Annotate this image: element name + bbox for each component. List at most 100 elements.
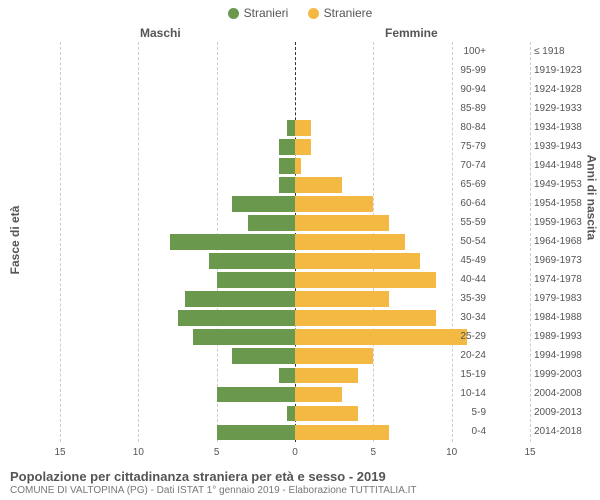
y-axis-label-right: Anni di nascita xyxy=(584,155,598,240)
x-tick: 10 xyxy=(133,447,144,458)
y-tick-age: 50-54 xyxy=(460,237,486,247)
y-tick-birth: 1929-1933 xyxy=(534,104,582,114)
x-tick: 0 xyxy=(292,447,298,458)
y-tick-age: 15-19 xyxy=(460,370,486,380)
bar-male xyxy=(193,329,295,345)
x-tick: 5 xyxy=(371,447,377,458)
footer: Popolazione per cittadinanza straniera p… xyxy=(10,469,590,496)
bar-male xyxy=(217,425,295,441)
y-tick-age: 35-39 xyxy=(460,294,486,304)
col-title-left: Maschi xyxy=(140,26,181,40)
y-tick-birth: 1959-1963 xyxy=(534,218,582,228)
y-tick-birth: 1939-1943 xyxy=(534,142,582,152)
y-tick-birth: 1934-1938 xyxy=(534,123,582,133)
y-tick-birth: 1949-1953 xyxy=(534,180,582,190)
y-tick-birth: 1954-1958 xyxy=(534,199,582,209)
y-tick-birth: 2004-2008 xyxy=(534,389,582,399)
y-axis-label-left: Fasce di età xyxy=(8,206,22,275)
bar-female xyxy=(295,348,373,364)
y-tick-age: 80-84 xyxy=(460,123,486,133)
y-tick-birth: 1989-1993 xyxy=(534,332,582,342)
y-tick-age: 65-69 xyxy=(460,180,486,190)
bar-female xyxy=(295,406,358,422)
bar-male xyxy=(279,158,295,174)
bar-male xyxy=(287,406,295,422)
y-tick-age: 90-94 xyxy=(460,85,486,95)
legend-swatch-male xyxy=(228,8,239,19)
y-tick-age: 100+ xyxy=(463,47,486,57)
chart-container: Stranieri Straniere Maschi Femmine Fasce… xyxy=(0,0,600,500)
bar-male xyxy=(217,272,295,288)
bar-female xyxy=(295,272,436,288)
legend-swatch-female xyxy=(308,8,319,19)
bar-male xyxy=(279,177,295,193)
bar-female xyxy=(295,196,373,212)
gridline xyxy=(530,42,531,442)
y-tick-birth: 1979-1983 xyxy=(534,294,582,304)
legend: Stranieri Straniere xyxy=(0,6,600,22)
y-tick-birth: 1994-1998 xyxy=(534,351,582,361)
y-tick-birth: 1919-1923 xyxy=(534,66,582,76)
y-tick-age: 10-14 xyxy=(460,389,486,399)
bar-female xyxy=(295,425,389,441)
bar-female xyxy=(295,329,467,345)
legend-label-female: Straniere xyxy=(324,6,373,20)
bar-male xyxy=(232,348,295,364)
bar-female xyxy=(295,120,311,136)
y-tick-age: 25-29 xyxy=(460,332,486,342)
y-tick-birth: 1969-1973 xyxy=(534,256,582,266)
bar-female xyxy=(295,253,420,269)
x-tick: 15 xyxy=(524,447,535,458)
y-tick-age: 0-4 xyxy=(472,427,486,437)
x-tick: 15 xyxy=(54,447,65,458)
y-tick-age: 20-24 xyxy=(460,351,486,361)
bar-row xyxy=(60,406,530,422)
bar-male xyxy=(185,291,295,307)
bar-female xyxy=(295,177,342,193)
bar-female xyxy=(295,368,358,384)
y-tick-birth: 1924-1928 xyxy=(534,85,582,95)
y-tick-age: 60-64 xyxy=(460,199,486,209)
y-tick-birth: 2014-2018 xyxy=(534,427,582,437)
bar-male xyxy=(170,234,295,250)
bar-male xyxy=(279,139,295,155)
y-tick-birth: 1964-1968 xyxy=(534,237,582,247)
y-tick-age: 95-99 xyxy=(460,66,486,76)
x-tick: 10 xyxy=(446,447,457,458)
bar-female xyxy=(295,387,342,403)
bar-male xyxy=(248,215,295,231)
bar-male xyxy=(279,368,295,384)
bar-male xyxy=(232,196,295,212)
bar-female xyxy=(295,310,436,326)
y-tick-age: 45-49 xyxy=(460,256,486,266)
x-tick: 5 xyxy=(214,447,220,458)
bar-male xyxy=(178,310,296,326)
y-tick-birth: 1999-2003 xyxy=(534,370,582,380)
y-tick-age: 5-9 xyxy=(472,408,486,418)
bar-male xyxy=(287,120,295,136)
legend-item-male: Stranieri xyxy=(228,6,289,20)
y-tick-birth: 1944-1948 xyxy=(534,161,582,171)
bar-female xyxy=(295,158,301,174)
bar-row xyxy=(60,44,530,60)
col-title-right: Femmine xyxy=(385,26,438,40)
bar-male xyxy=(217,387,295,403)
legend-item-female: Straniere xyxy=(308,6,373,20)
y-tick-age: 75-79 xyxy=(460,142,486,152)
bar-row xyxy=(60,425,530,441)
footer-title: Popolazione per cittadinanza straniera p… xyxy=(10,469,590,484)
y-tick-age: 55-59 xyxy=(460,218,486,228)
y-tick-age: 40-44 xyxy=(460,275,486,285)
y-tick-birth: 2009-2013 xyxy=(534,408,582,418)
y-tick-birth: 1984-1988 xyxy=(534,313,582,323)
y-tick-age: 70-74 xyxy=(460,161,486,171)
y-tick-birth: 1974-1978 xyxy=(534,275,582,285)
footer-subtitle: COMUNE DI VALTOPINA (PG) - Dati ISTAT 1°… xyxy=(10,485,590,496)
bar-female xyxy=(295,215,389,231)
bar-female xyxy=(295,234,405,250)
legend-label-male: Stranieri xyxy=(244,6,289,20)
bar-female xyxy=(295,291,389,307)
y-tick-age: 30-34 xyxy=(460,313,486,323)
bar-female xyxy=(295,139,311,155)
y-tick-birth: ≤ 1918 xyxy=(534,47,565,57)
